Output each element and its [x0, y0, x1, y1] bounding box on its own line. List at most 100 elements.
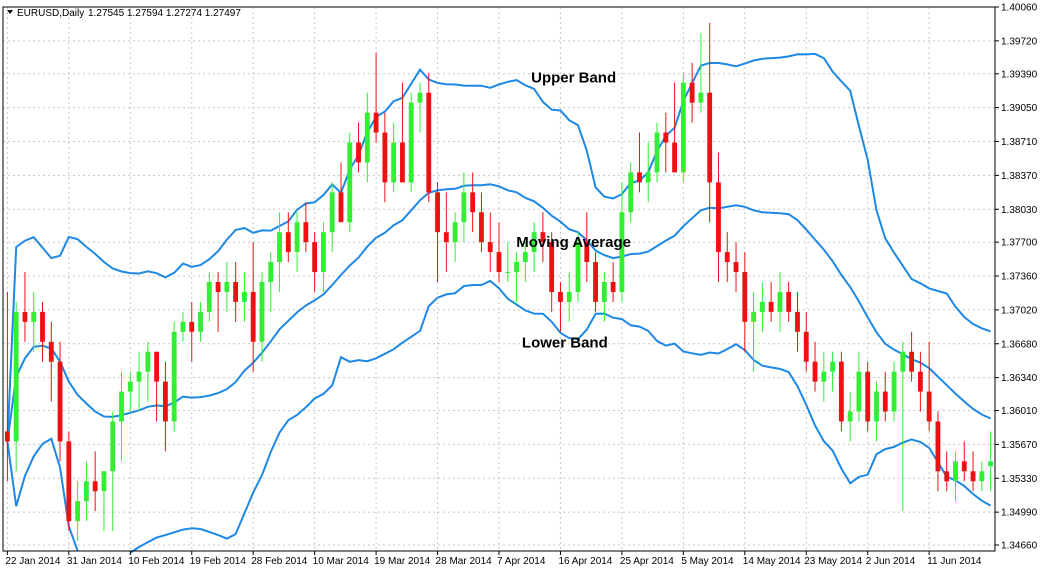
candle-body-bear [250, 291, 256, 342]
candle-body-bear [154, 351, 160, 382]
candle [426, 72, 432, 203]
x-tick-label: 22 Jan 2014 [5, 556, 60, 567]
candle-body-bull [900, 351, 906, 372]
candle-body-bear [672, 142, 677, 173]
candle [83, 461, 89, 522]
candle-body-bull [751, 311, 756, 322]
dropdown-triangle-icon[interactable] [7, 10, 13, 14]
bollinger-bands [6, 52, 992, 554]
candle-body-bull [101, 471, 107, 492]
candle-body-bull [119, 391, 124, 422]
x-tick-label: 23 May 2014 [804, 556, 862, 567]
candle-body-bull [198, 311, 203, 332]
candle-body-bear [487, 242, 493, 253]
candle [417, 82, 423, 133]
candle-body-bull [110, 421, 116, 472]
candle [303, 202, 309, 253]
y-tick-label: 1.39720 [1001, 36, 1038, 47]
candle-body-bear [663, 132, 669, 143]
candle [285, 212, 291, 263]
candle [953, 451, 958, 502]
candle [470, 172, 476, 233]
candle [566, 272, 572, 322]
candle-body-bear [786, 291, 792, 312]
x-tick-label: 19 Feb 2014 [190, 556, 247, 567]
candle [751, 291, 756, 372]
lower-band-line [6, 279, 992, 554]
candle [57, 341, 63, 462]
candle-body-bull [224, 281, 230, 292]
candle-body-bear [435, 192, 440, 233]
candle-body-bear [707, 92, 713, 183]
candle-body-bear [584, 242, 590, 263]
candle-body-bull [452, 222, 458, 243]
candle-body-bear [768, 301, 774, 312]
x-tick-label: 19 Mar 2014 [374, 556, 431, 567]
candle [373, 52, 379, 143]
candle [935, 411, 941, 492]
candle [970, 451, 976, 492]
candle [400, 82, 405, 183]
candle [162, 361, 168, 452]
candle [461, 172, 467, 243]
candle-body-bear [944, 471, 950, 482]
y-tick-label: 1.38030 [1001, 205, 1038, 216]
candle-body-bull [531, 232, 537, 253]
candle [584, 212, 590, 282]
candle-body-bear [865, 371, 871, 422]
candle-body-bear [496, 252, 502, 273]
candle [347, 132, 353, 233]
y-tick-label: 1.39390 [1001, 69, 1038, 80]
candle [312, 232, 318, 292]
candle [961, 441, 967, 482]
candle-body-bull [979, 471, 985, 482]
candle-body-bull [645, 172, 651, 183]
candle [979, 461, 985, 492]
candle [48, 321, 54, 402]
candle [540, 212, 546, 263]
candle-body-bear [400, 142, 405, 183]
candle-body-bear [382, 132, 388, 183]
candle-body-bull [680, 82, 686, 173]
upper-band-line [6, 52, 991, 442]
y-tick-label: 1.35330 [1001, 474, 1038, 485]
candle [821, 351, 827, 402]
x-tick-label: 28 Feb 2014 [251, 556, 308, 567]
candle-body-bear [838, 361, 844, 422]
candle [742, 252, 748, 352]
candle-body-bull [408, 102, 414, 183]
y-tick-label: 1.37700 [1001, 238, 1038, 249]
candle-body-bull [268, 262, 274, 282]
x-tick-label: 2 Jun 2014 [866, 556, 916, 567]
candle [838, 351, 844, 432]
candle-body-bull [601, 281, 607, 302]
candle-body-bear [92, 481, 98, 492]
candle [40, 301, 45, 362]
candle [294, 212, 300, 273]
band-annotation: Upper Band [531, 70, 616, 87]
candle-body-bull [698, 92, 704, 103]
candle [672, 82, 677, 173]
candle [558, 281, 563, 332]
candle-body-bull [206, 281, 212, 312]
candle [856, 351, 862, 422]
candle [628, 162, 634, 223]
candle [189, 301, 195, 362]
candle [549, 232, 555, 312]
candle [768, 281, 774, 322]
candle [242, 272, 247, 322]
candle [127, 371, 133, 412]
candle-body-bull [461, 192, 467, 223]
candle [707, 22, 713, 223]
x-tick-label: 28 Mar 2014 [436, 556, 493, 567]
candle [356, 122, 361, 173]
candle [154, 351, 160, 422]
candle [75, 481, 81, 542]
candle [724, 232, 730, 282]
candle [101, 471, 107, 532]
y-tick-label: 1.35670 [1001, 440, 1038, 451]
candle-body-bull [830, 361, 836, 372]
